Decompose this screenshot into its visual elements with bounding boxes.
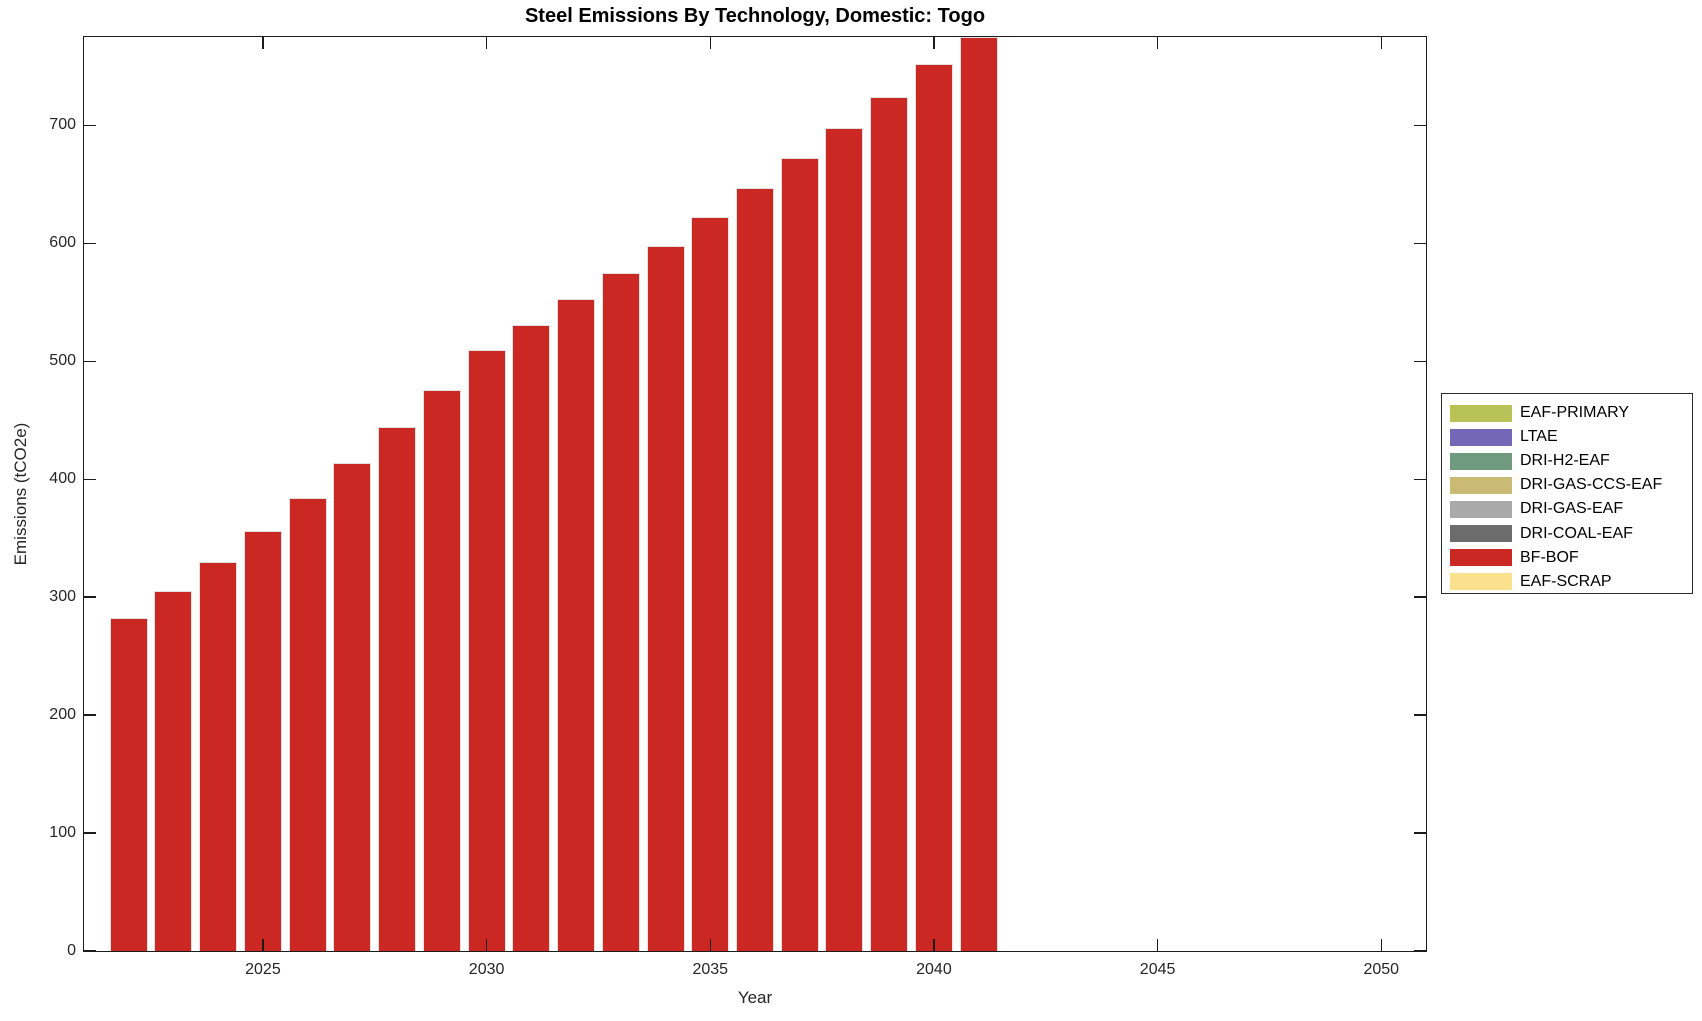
x-tick	[1380, 939, 1383, 951]
legend-swatch-dri-gas-ccs-eaf	[1450, 476, 1512, 494]
x-tick-label: 2025	[245, 961, 281, 978]
y-tick-right	[1414, 478, 1426, 480]
legend-swatch-ltae	[1450, 428, 1512, 446]
x-tick-top	[933, 37, 935, 49]
legend-label: LTAE	[1520, 428, 1558, 446]
x-tick-top	[1380, 37, 1383, 49]
x-axis-label: Year	[737, 988, 773, 1007]
bar-bf-bof-2033	[601, 272, 640, 951]
x-tick	[485, 939, 488, 951]
legend-swatch-dri-h2-eaf	[1450, 452, 1512, 470]
y-tick-label: 400	[49, 470, 76, 488]
bar-bf-bof-2035	[691, 217, 730, 951]
y-tick-right	[1414, 242, 1426, 245]
x-tick	[1156, 939, 1159, 951]
legend-label: EAF-PRIMARY	[1520, 404, 1630, 422]
legend: EAF-PRIMARY LTAE DRI-H2-EAF DRI-GAS-CCS-EAF…	[1441, 393, 1693, 594]
legend-label: DRI-COAL-EAF	[1520, 524, 1633, 542]
legend-swatch-bf-bof	[1450, 549, 1512, 567]
bar-bf-bof-2030	[467, 349, 506, 951]
y-tick	[84, 124, 96, 127]
legend-entry-dri-h2-eaf: DRI-H2-EAF	[1450, 449, 1692, 473]
legend-entry-bf-bof: BF-BOF	[1450, 546, 1692, 570]
legend-entry-dri-coal-eaf: DRI-COAL-EAF	[1450, 521, 1692, 545]
legend-label: DRI-H2-EAF	[1520, 452, 1610, 470]
legend-swatch-eaf-scrap	[1450, 573, 1512, 591]
y-tick-label: 0	[67, 942, 76, 959]
y-tick-right	[1414, 596, 1426, 598]
bar-bf-bof-2028	[378, 427, 417, 951]
y-tick-label: 200	[49, 706, 76, 724]
y-tick-label: 500	[49, 352, 76, 370]
legend-entry-dri-gas-eaf: DRI-GAS-EAF	[1450, 497, 1692, 521]
bar-bf-bof-2027	[333, 462, 372, 951]
y-tick-right	[1414, 950, 1426, 951]
legend-entry-ltae: LTAE	[1450, 425, 1692, 449]
legend-label: DRI-GAS-EAF	[1520, 500, 1624, 518]
bar-bf-bof-2034	[646, 245, 685, 951]
bar-bf-bof-2037	[780, 158, 819, 951]
x-tick-top	[709, 37, 712, 49]
bar-bf-bof-2040	[914, 64, 953, 951]
bar-bf-bof-2024	[199, 561, 238, 951]
plot-area	[83, 36, 1427, 952]
bar-bf-bof-2041	[959, 37, 998, 951]
bar-bf-bof-2023	[154, 591, 193, 951]
y-tick-right	[1414, 124, 1426, 127]
legend-swatch-dri-gas-eaf	[1450, 500, 1512, 518]
y-tick	[84, 714, 96, 716]
y-tick	[84, 596, 96, 598]
x-tick	[933, 939, 935, 951]
y-tick-label: 300	[49, 588, 76, 606]
legend-label: EAF-SCRAP	[1520, 572, 1612, 590]
y-tick	[84, 950, 96, 951]
legend-entry-eaf-primary: EAF-PRIMARY	[1450, 401, 1692, 425]
legend-entry-eaf-scrap: EAF-SCRAP	[1450, 570, 1692, 594]
bar-bf-bof-2026	[288, 498, 327, 951]
y-tick-label: 100	[49, 824, 76, 842]
legend-swatch-eaf-primary	[1450, 404, 1512, 422]
bar-bf-bof-2025	[243, 531, 282, 951]
bar-bf-bof-2031	[512, 324, 551, 951]
y-tick	[84, 832, 96, 834]
x-tick-top	[1156, 37, 1159, 49]
x-tick-label: 2050	[1363, 961, 1400, 978]
x-tick-label: 2035	[692, 961, 729, 978]
x-tick-label: 2030	[468, 961, 505, 978]
y-tick-right	[1414, 832, 1426, 834]
x-tick-top	[262, 37, 264, 49]
x-tick-top	[485, 37, 488, 49]
y-tick-right	[1414, 714, 1426, 716]
legend-swatch-dri-coal-eaf	[1450, 525, 1512, 543]
y-axis-label: Emissions (tCO2e)	[11, 422, 30, 566]
y-tick-label: 700	[49, 116, 76, 134]
legend-label: DRI-GAS-CCS-EAF	[1520, 476, 1663, 494]
x-tick-label: 2045	[1139, 961, 1176, 978]
bar-bf-bof-2039	[870, 97, 909, 951]
chart-title: Steel Emissions By Technology, Domestic:…	[524, 5, 986, 27]
legend-label: BF-BOF	[1520, 548, 1579, 566]
y-tick	[84, 242, 96, 245]
bar-bf-bof-2032	[557, 298, 596, 951]
x-tick	[709, 939, 712, 951]
y-tick	[84, 360, 96, 363]
x-tick	[262, 939, 264, 951]
y-tick-right	[1414, 360, 1426, 363]
y-tick-label: 600	[49, 234, 76, 252]
y-tick	[84, 478, 96, 480]
bar-bf-bof-2036	[735, 187, 774, 951]
legend-entry-dri-gas-ccs-eaf: DRI-GAS-CCS-EAF	[1450, 473, 1692, 497]
bar-bf-bof-2038	[825, 127, 864, 951]
bar-bf-bof-2022	[109, 618, 148, 951]
x-tick-label: 2040	[916, 961, 952, 978]
bar-bf-bof-2029	[422, 389, 461, 951]
